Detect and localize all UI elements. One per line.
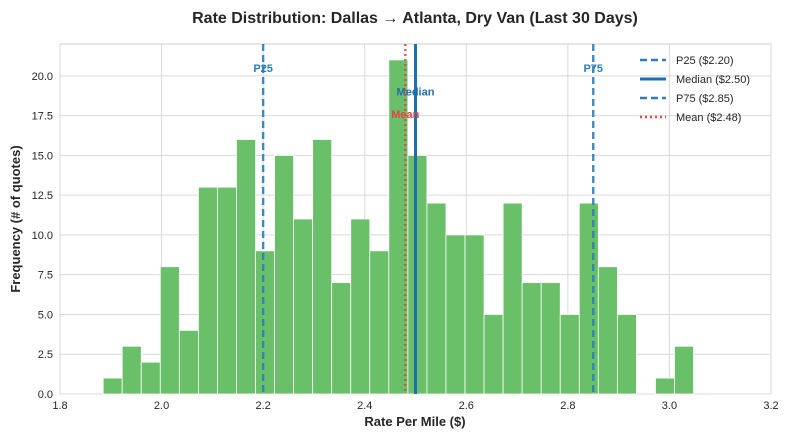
x-axis-ticks: 1.8 2.0 2.2 2.4 2.6 2.8 3.0 3.2 [52, 400, 778, 412]
histogram-bar [293, 218, 314, 395]
histogram-bar [445, 234, 466, 395]
y-tick-label: 10.0 [32, 230, 53, 242]
x-tick-label: 3.2 [763, 400, 778, 412]
histogram-bar [312, 139, 333, 395]
y-tick-label: 5.0 [38, 309, 53, 321]
chart-title: Rate Distribution: Dallas → Atlanta, Dry… [192, 10, 638, 27]
histogram-bar [655, 377, 675, 395]
histogram-bar [331, 282, 352, 395]
y-tick-label: 15.0 [32, 150, 53, 162]
y-tick-label: 7.5 [38, 270, 53, 282]
y-tick-label: 0.0 [38, 389, 53, 401]
x-tick-label: 1.8 [52, 400, 67, 412]
legend: P25 ($2.20) Median ($2.50) P75 ($2.85) Mean… [640, 55, 750, 124]
ref-label-median: Median [397, 87, 435, 99]
histogram-bar [540, 282, 561, 395]
histogram-bar [464, 234, 485, 395]
x-tick-label: 2.2 [255, 400, 270, 412]
histogram-bar [502, 202, 523, 395]
histogram-bar [674, 345, 694, 395]
histogram-bar [178, 329, 199, 395]
x-axis-title: Rate Per Mile ($) [364, 414, 465, 429]
ref-label-p25: P25 [253, 63, 273, 75]
x-tick-label: 2.0 [154, 400, 169, 412]
histogram-bar [559, 314, 580, 395]
legend-entry: P75 ($2.85) [676, 93, 733, 105]
histogram-bar [197, 186, 218, 395]
reference-lines: P25 Median P75 Mean [253, 44, 603, 394]
histogram-bar [597, 266, 618, 395]
x-tick-label: 2.4 [357, 400, 372, 412]
ref-label-mean: Mean [391, 109, 419, 121]
histogram-bar [159, 266, 180, 395]
histogram-bar [217, 186, 237, 395]
histogram-bar [369, 250, 390, 395]
y-axis-title: Frequency (# of quotes) [8, 145, 23, 292]
histogram-bar [255, 250, 275, 395]
histogram-bar [521, 282, 542, 395]
legend-entry: Median ($2.50) [676, 74, 750, 86]
y-tick-label: 12.5 [32, 190, 53, 202]
histogram-bar [274, 154, 295, 395]
y-tick-label: 2.5 [38, 349, 53, 361]
histogram-bar [350, 218, 371, 395]
histogram-bar [121, 345, 142, 395]
histogram-bar [426, 202, 447, 395]
histogram-bar [236, 139, 256, 395]
histogram-bars [102, 59, 694, 395]
histogram-bar [140, 361, 161, 395]
y-axis-ticks: 0.0 2.5 5.0 7.5 10.0 12.5 15.0 17.5 20.0 [32, 71, 53, 401]
histogram-bar [102, 377, 123, 395]
histogram-bar [483, 314, 504, 395]
y-tick-label: 20.0 [32, 71, 53, 83]
histogram-bar [616, 314, 637, 395]
x-tick-label: 2.8 [560, 400, 575, 412]
ref-label-p75: P75 [583, 63, 603, 75]
histogram-bar [578, 202, 599, 395]
x-tick-label: 2.6 [459, 400, 474, 412]
y-tick-label: 17.5 [32, 111, 53, 123]
histogram-bar [407, 154, 428, 395]
x-tick-label: 3.0 [662, 400, 677, 412]
legend-entry: Mean ($2.48) [676, 112, 741, 124]
legend-entry: P25 ($2.20) [676, 55, 733, 67]
